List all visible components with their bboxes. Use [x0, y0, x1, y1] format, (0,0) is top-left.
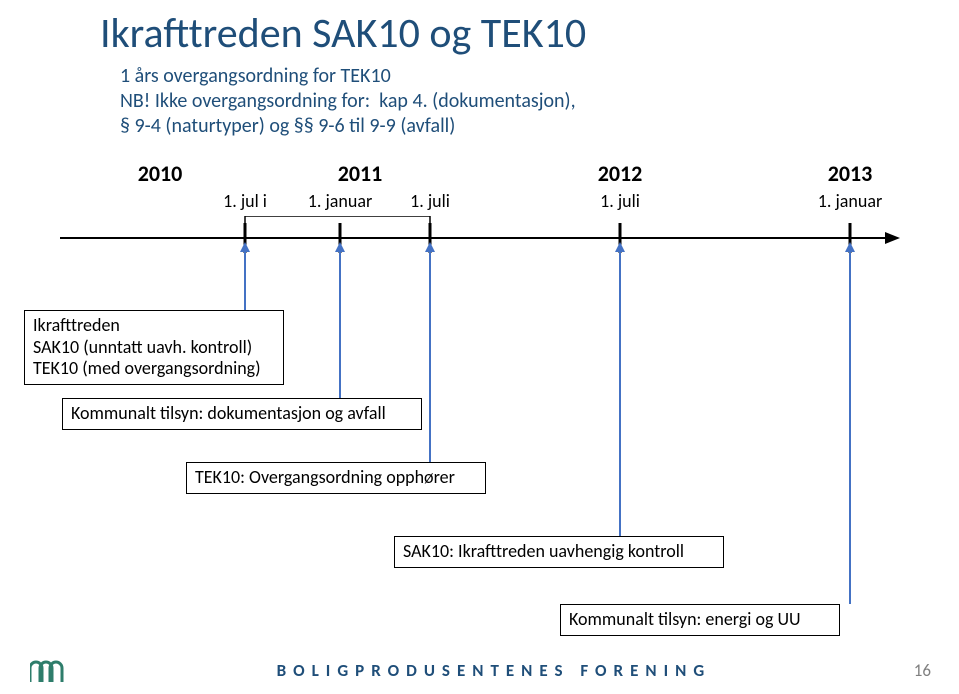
callout-sak10-uavhengig: SAK10: Ikrafttreden uavhengig kontroll [394, 536, 724, 568]
tick-label: 1. juli [600, 190, 640, 212]
page-number: 16 [914, 660, 931, 681]
page-title: Ikrafttreden SAK10 og TEK10 [100, 8, 586, 59]
tick-label: 1. januar [818, 190, 882, 212]
subtitle-block: 1 års overgangsordning for TEK10 NB! Ikk… [120, 64, 576, 139]
callout-tilsyn-dokumentasjon: Kommunalt tilsyn: dokumentasjon og avfal… [62, 398, 422, 430]
year-label: 2012 [598, 160, 643, 187]
timeline-axis [60, 216, 900, 276]
tick-label: 1. jul i [223, 190, 267, 212]
footer-org: BOLIGPRODUSENTENES FORENING [74, 660, 914, 681]
logo-icon [30, 656, 74, 684]
callout-ikrafttreden: Ikrafttreden SAK10 (unntatt uavh. kontro… [24, 310, 284, 385]
tick-label: 1. januar [308, 190, 372, 212]
subtitle-line: NB! Ikke overgangsordning for: kap 4. (d… [120, 89, 576, 114]
callout-line: SAK10 (unntatt uavh. kontroll) [33, 337, 275, 359]
year-label: 2011 [338, 160, 383, 187]
subtitle-line: 1 års overgangsordning for TEK10 [120, 64, 576, 89]
subtitle-line: § 9-4 (naturtyper) og §§ 9-6 til 9-9 (av… [120, 114, 576, 139]
year-label: 2010 [138, 160, 183, 187]
timeline: 2010 2011 2012 2013 1. jul i 1. januar 1. jul… [60, 160, 900, 280]
callout-line: Ikrafttreden [33, 315, 275, 337]
callout-line: TEK10 (med overgangsordning) [33, 358, 275, 380]
footer: BOLIGPRODUSENTENES FORENING 16 [0, 656, 959, 684]
year-label: 2013 [828, 160, 873, 187]
callout-tilsyn-energi: Kommunalt tilsyn: energi og UU [560, 604, 840, 636]
tick-label: 1. juli [410, 190, 450, 212]
callout-tek10-opphorer: TEK10: Overgangsordning opphører [186, 462, 486, 494]
